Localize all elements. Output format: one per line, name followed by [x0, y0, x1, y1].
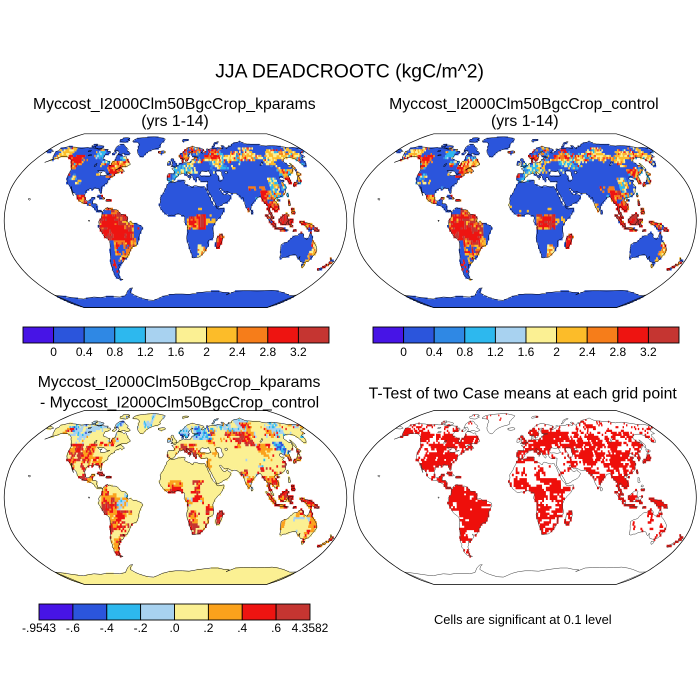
svg-text:3.2: 3.2: [640, 345, 657, 359]
svg-text:(yrs 1-14): (yrs 1-14): [491, 113, 559, 130]
svg-text:1.2: 1.2: [487, 345, 504, 359]
svg-text:2: 2: [203, 345, 210, 359]
svg-text:2.4: 2.4: [229, 345, 246, 359]
svg-text:1.6: 1.6: [168, 345, 185, 359]
svg-text:.4: .4: [237, 621, 247, 635]
svg-text:Cells are significant at 0.1 l: Cells are significant at 0.1 level: [434, 612, 612, 627]
svg-text:.2: .2: [203, 621, 213, 635]
svg-text:2.8: 2.8: [259, 345, 276, 359]
svg-text:3.2: 3.2: [290, 345, 307, 359]
svg-text:0.8: 0.8: [456, 345, 473, 359]
svg-text:- Myccost_I2000Clm50BgcCrop_co: - Myccost_I2000Clm50BgcCrop_control: [40, 394, 319, 411]
svg-text:-.9543: -.9543: [22, 621, 56, 635]
svg-text:(yrs 1-14): (yrs 1-14): [141, 113, 209, 130]
svg-text:2.8: 2.8: [609, 345, 626, 359]
svg-text:.6: .6: [271, 621, 281, 635]
svg-text:-.2: -.2: [134, 621, 148, 635]
svg-text:T-Test of two Case means at ea: T-Test of two Case means at each grid po…: [369, 386, 678, 403]
svg-text:2: 2: [553, 345, 560, 359]
svg-text:0: 0: [50, 345, 57, 359]
svg-text:Myccost_I2000Clm50BgcCrop_kpar: Myccost_I2000Clm50BgcCrop_kparams: [33, 96, 316, 113]
svg-text:JJA DEADCROOTC (kgC/m^2): JJA DEADCROOTC (kgC/m^2): [215, 61, 484, 83]
svg-text:0.8: 0.8: [106, 345, 123, 359]
svg-text:Myccost_I2000Clm50BgcCrop_cont: Myccost_I2000Clm50BgcCrop_control: [389, 96, 659, 113]
svg-text:-.4: -.4: [100, 621, 114, 635]
svg-text:-.6: -.6: [66, 621, 80, 635]
svg-text:0.4: 0.4: [426, 345, 443, 359]
svg-text:4.3582: 4.3582: [292, 621, 329, 635]
svg-text:2.4: 2.4: [579, 345, 596, 359]
svg-text:1.2: 1.2: [137, 345, 154, 359]
svg-text:0.4: 0.4: [76, 345, 93, 359]
svg-text:.0: .0: [169, 621, 179, 635]
svg-text:0: 0: [400, 345, 407, 359]
svg-text:1.6: 1.6: [518, 345, 535, 359]
svg-text:Myccost_I2000Clm50BgcCrop_kpar: Myccost_I2000Clm50BgcCrop_kparams: [38, 374, 321, 391]
